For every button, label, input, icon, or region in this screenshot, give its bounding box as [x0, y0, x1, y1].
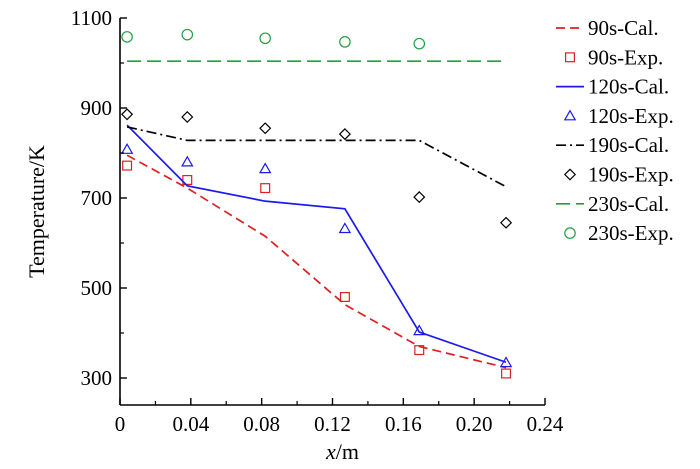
legend-label: 120s-Cal.	[588, 75, 669, 99]
data-point	[120, 142, 134, 154]
data-point	[413, 191, 426, 204]
data-point	[501, 368, 512, 379]
legend-label: 90s-Exp.	[588, 45, 663, 69]
x-axis-label-var: x	[325, 439, 336, 464]
plot-area	[119, 18, 545, 406]
data-point	[339, 36, 351, 48]
series-6	[121, 108, 513, 229]
data-point	[181, 28, 194, 41]
data-point	[499, 356, 513, 368]
legend-item: 120s-Cal.	[556, 75, 669, 99]
x-axis-label-unit: /m	[336, 439, 359, 464]
data-point	[414, 345, 425, 356]
legend-item: 90s-Exp.	[564, 45, 663, 69]
x-tick-label: 0	[115, 412, 126, 436]
legend-marker-swatch	[564, 52, 575, 63]
y-axis-label: Temperature/K	[24, 145, 49, 278]
legend-label: 190s-Exp.	[588, 163, 674, 187]
legend-marker-swatch	[563, 109, 577, 121]
y-tick-label: 1100	[71, 6, 112, 30]
data-point	[338, 222, 352, 234]
x-tick-label: 0.20	[456, 412, 493, 436]
series-line	[126, 154, 507, 369]
series-line	[126, 126, 507, 188]
data-point	[339, 292, 350, 303]
y-tick-label: 900	[81, 96, 113, 120]
legend-label: 120s-Exp.	[588, 104, 674, 128]
series-2	[122, 160, 512, 379]
legend-item: 230s-Cal.	[556, 192, 669, 216]
data-point	[259, 122, 272, 135]
data-point	[499, 216, 513, 229]
data-point	[260, 183, 271, 194]
y-axis: 300 500 700 900 1100	[71, 6, 127, 390]
x-tick-label: 0.08	[243, 412, 280, 436]
y-tick-label: 500	[81, 276, 113, 300]
series-5	[126, 126, 507, 188]
data-point	[181, 155, 194, 167]
y-tick-label: 700	[81, 186, 113, 210]
data-point	[182, 175, 193, 186]
series-4	[120, 142, 513, 368]
data-point	[121, 31, 133, 43]
series-line	[126, 124, 507, 364]
data-point	[413, 324, 426, 336]
legend-label: 230s-Cal.	[588, 192, 669, 216]
x-axis-label: x/m	[325, 439, 359, 464]
legend-marker-swatch	[563, 168, 577, 181]
data-point	[338, 128, 351, 141]
legend-marker-swatch	[564, 227, 576, 239]
series-8	[121, 28, 426, 50]
legend-item: 190s-Exp.	[563, 163, 674, 187]
legend-item: 190s-Cal.	[556, 133, 669, 157]
y-tick-label: 300	[81, 366, 113, 390]
legend-item: 90s-Cal.	[556, 16, 659, 40]
x-axis: 0 0.04 0.08 0.12 0.16 0.20 0.24	[115, 398, 564, 436]
data-point	[122, 160, 133, 171]
x-tick-label: 0.12	[314, 412, 351, 436]
x-tick-label: 0.04	[172, 412, 209, 436]
series-1	[126, 154, 507, 369]
data-point	[121, 108, 134, 121]
series-3	[126, 124, 507, 364]
data-point	[181, 110, 194, 124]
legend-label: 230s-Exp.	[588, 221, 674, 245]
data-point	[258, 162, 272, 174]
legend-label: 90s-Cal.	[588, 16, 659, 40]
legend-label: 190s-Cal.	[588, 133, 669, 157]
legend-item: 230s-Exp.	[564, 221, 674, 245]
x-tick-label: 0.24	[527, 412, 564, 436]
legend-item: 120s-Exp.	[563, 104, 674, 128]
legend: 90s-Cal. 90s-Exp. 120s-Cal. 120s-Exp. 190s-C…	[556, 16, 674, 245]
x-tick-label: 0.16	[385, 412, 422, 436]
data-point	[259, 32, 272, 45]
data-point	[413, 37, 426, 50]
